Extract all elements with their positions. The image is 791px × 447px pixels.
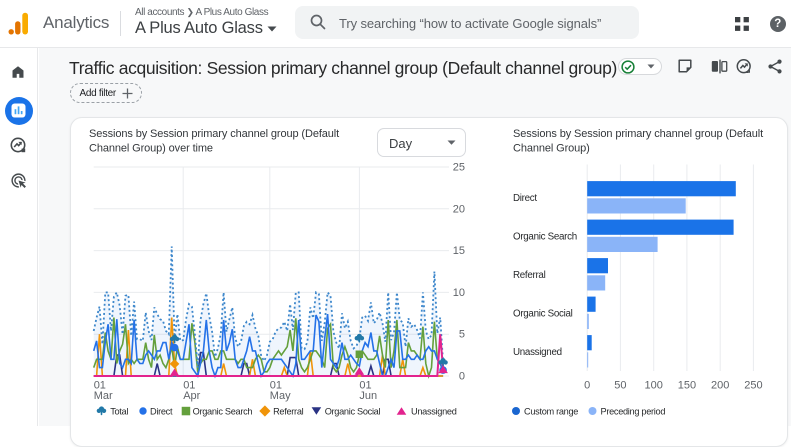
svg-text:25: 25 — [453, 162, 465, 174]
svg-text:01: 01 — [359, 380, 371, 392]
svg-text:Mar: Mar — [94, 390, 113, 402]
svg-text:Organic Search: Organic Search — [193, 406, 253, 416]
svg-text:0: 0 — [584, 380, 590, 392]
svg-text:Sessions by Session primary ch: Sessions by Session primary channel grou… — [513, 128, 763, 140]
svg-text:Direct: Direct — [513, 193, 537, 204]
svg-text:200: 200 — [711, 380, 729, 392]
svg-text:50: 50 — [614, 380, 626, 392]
svg-text:Unassigned: Unassigned — [513, 347, 562, 358]
svg-text:01: 01 — [94, 380, 106, 392]
svg-text:10: 10 — [453, 287, 465, 299]
svg-text:Direct: Direct — [150, 406, 173, 416]
svg-text:01: 01 — [270, 380, 282, 392]
svg-text:Organic Search: Organic Search — [513, 232, 577, 243]
svg-text:Organic Social: Organic Social — [513, 309, 573, 320]
svg-text:May: May — [270, 390, 291, 402]
svg-text:Custom range: Custom range — [524, 406, 578, 416]
svg-text:20: 20 — [453, 203, 465, 215]
svg-text:150: 150 — [678, 380, 696, 392]
svg-text:Organic Social: Organic Social — [325, 406, 381, 416]
svg-text:Sessions by Session primary ch: Sessions by Session primary channel grou… — [89, 128, 339, 140]
svg-text:01: 01 — [183, 380, 195, 392]
svg-text:5: 5 — [459, 329, 465, 341]
svg-text:Referral: Referral — [513, 270, 546, 281]
svg-text:Channel Group) over time: Channel Group) over time — [89, 143, 213, 155]
svg-text:15: 15 — [453, 245, 465, 257]
svg-text:Total: Total — [110, 406, 128, 416]
svg-text:Jun: Jun — [359, 390, 377, 402]
svg-text:Unassigned: Unassigned — [411, 406, 457, 416]
svg-text:100: 100 — [645, 380, 663, 392]
svg-text:Apr: Apr — [183, 390, 200, 402]
svg-text:0: 0 — [459, 371, 465, 383]
svg-text:Preceding period: Preceding period — [601, 406, 666, 416]
svg-text:Referral: Referral — [273, 406, 304, 416]
svg-text:250: 250 — [744, 380, 762, 392]
svg-text:Channel Group): Channel Group) — [513, 143, 590, 155]
